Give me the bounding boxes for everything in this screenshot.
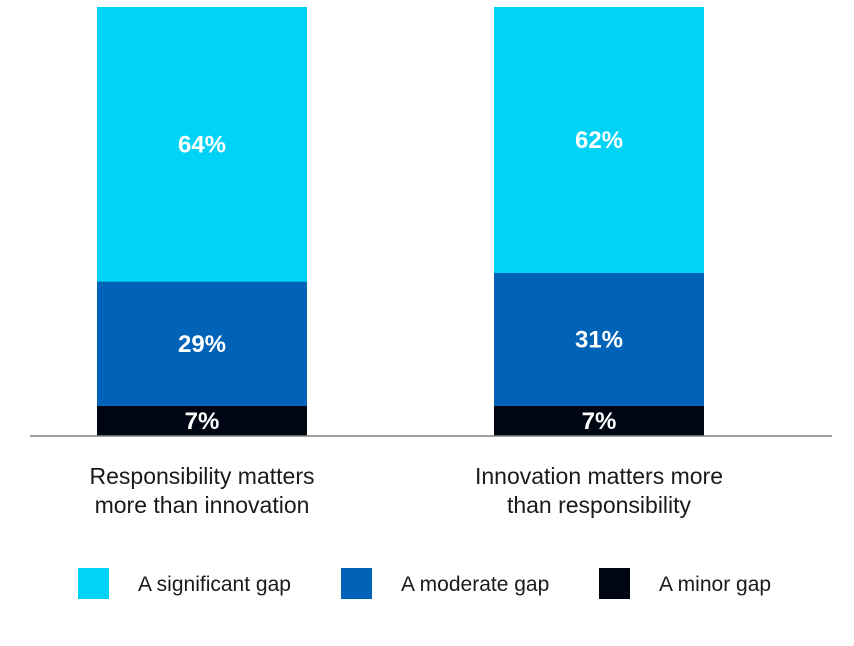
category-labels: Responsibility matters more than innovati…: [90, 463, 723, 518]
legend-swatch: [78, 568, 109, 599]
bars-group: 7% 29% 64% 7% 31% 62%: [97, 7, 704, 436]
legend-label: A significant gap: [138, 573, 291, 596]
category-label-line: than responsibility: [507, 492, 692, 518]
data-label: 31%: [575, 326, 623, 353]
data-label: 62%: [575, 127, 623, 154]
legend: A significant gap A moderate gap A minor g…: [78, 568, 771, 599]
legend-swatch: [341, 568, 372, 599]
bar-segment-a-minor-gap-2: [494, 405, 704, 436]
data-label: 64%: [178, 131, 226, 158]
category-label: Responsibility matters more than innovati…: [90, 463, 315, 518]
data-label: 29%: [178, 331, 226, 358]
category-label-line: Innovation matters more: [475, 463, 723, 489]
legend-swatch: [599, 568, 630, 599]
legend-label: A moderate gap: [401, 573, 549, 596]
bar-segment-a-moderate-gap-1: [97, 281, 307, 406]
bar-segment-a-moderate-gap-2: [494, 272, 704, 406]
bar-segment-a-significant-gap-2: [494, 7, 704, 273]
legend-label: A minor gap: [659, 573, 771, 596]
category-label-line: Responsibility matters: [90, 463, 315, 489]
category-label-line: more than innovation: [95, 492, 310, 518]
category-label: Innovation matters more than responsibili…: [475, 463, 723, 518]
data-label: 7%: [185, 408, 220, 435]
bar-segment-a-minor-gap-1: [97, 405, 307, 436]
bar-segment-a-significant-gap-1: [97, 7, 307, 282]
data-label: 7%: [582, 408, 617, 435]
